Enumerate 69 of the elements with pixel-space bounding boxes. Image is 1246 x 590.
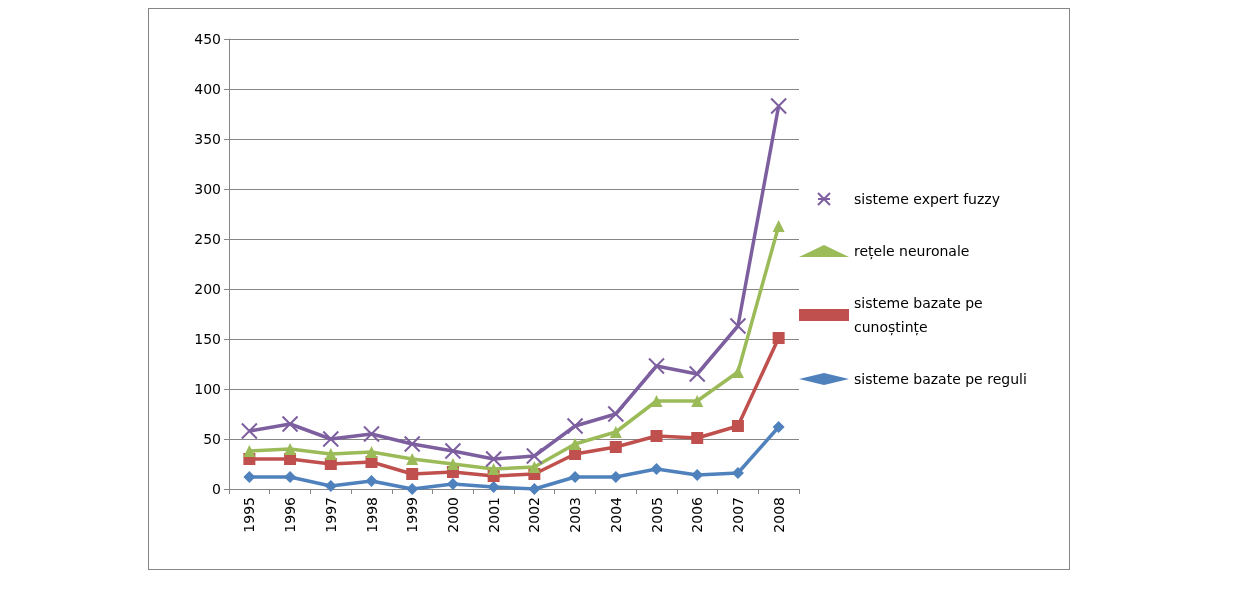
y-tick-label: 300 bbox=[194, 181, 221, 197]
y-tick-label: 100 bbox=[194, 381, 221, 397]
point bbox=[772, 220, 785, 232]
point bbox=[365, 475, 378, 487]
point bbox=[566, 417, 584, 435]
legend-label: rețele neuronale bbox=[854, 243, 970, 260]
point bbox=[528, 483, 541, 495]
point bbox=[240, 422, 258, 440]
point bbox=[403, 435, 421, 453]
y-tick-label: 50 bbox=[203, 431, 221, 447]
point bbox=[281, 415, 299, 433]
point bbox=[650, 395, 663, 407]
point bbox=[324, 480, 337, 492]
point bbox=[770, 97, 788, 115]
point bbox=[731, 366, 744, 378]
x-tick-label: 2003 bbox=[567, 497, 584, 533]
y-tick-label: 400 bbox=[194, 81, 221, 97]
y-tick-label: 0 bbox=[212, 481, 221, 497]
point bbox=[444, 442, 462, 460]
x-tick-label: 1995 bbox=[241, 497, 258, 533]
point bbox=[691, 432, 704, 444]
point bbox=[729, 317, 747, 335]
y-tick-label: 350 bbox=[194, 131, 221, 147]
y-tick-label: 200 bbox=[194, 281, 221, 297]
x-tick-label: 2004 bbox=[607, 496, 624, 533]
point bbox=[243, 445, 256, 457]
point bbox=[650, 430, 663, 442]
point bbox=[487, 463, 500, 475]
legend-label: sisteme bazate pe cunoștințe bbox=[854, 295, 988, 336]
point bbox=[607, 405, 625, 423]
point bbox=[284, 443, 297, 455]
x-tick-label: 2007 bbox=[729, 497, 746, 533]
point bbox=[487, 481, 500, 493]
x-tick-label: 2000 bbox=[444, 497, 461, 533]
point bbox=[446, 458, 459, 470]
point bbox=[406, 453, 419, 465]
x-tick-label: 1996 bbox=[282, 496, 299, 533]
point bbox=[609, 441, 622, 453]
x-tick-label: 1999 bbox=[404, 497, 421, 533]
point bbox=[525, 447, 543, 465]
y-tick-label: 150 bbox=[194, 331, 221, 347]
point bbox=[365, 446, 378, 458]
point bbox=[772, 421, 785, 433]
point bbox=[322, 430, 340, 448]
legend-label: sisteme bazate pe reguli bbox=[854, 371, 1027, 387]
x-tick-label: 2006 bbox=[689, 496, 706, 533]
x-tick-label: 1998 bbox=[363, 497, 380, 533]
x-tick-label: 2002 bbox=[526, 497, 543, 533]
y-tick-label: 450 bbox=[194, 31, 221, 47]
point bbox=[284, 471, 297, 483]
x-tick-label: 2005 bbox=[648, 497, 665, 533]
legend-label: sisteme expert fuzzy bbox=[854, 191, 1000, 207]
x-tick-label: 2001 bbox=[485, 497, 502, 533]
point bbox=[609, 426, 622, 438]
point bbox=[363, 425, 380, 443]
point bbox=[485, 450, 503, 468]
point bbox=[691, 395, 704, 407]
point bbox=[406, 468, 419, 480]
point bbox=[528, 461, 541, 473]
point bbox=[569, 438, 582, 450]
x-tick-label: 1997 bbox=[322, 497, 339, 533]
point bbox=[772, 332, 785, 344]
x-tick-label: 2008 bbox=[770, 497, 787, 533]
point bbox=[324, 448, 337, 460]
point bbox=[731, 420, 744, 432]
point bbox=[650, 463, 663, 475]
point bbox=[648, 357, 665, 375]
y-tick-label: 250 bbox=[194, 231, 221, 247]
point bbox=[688, 365, 706, 383]
